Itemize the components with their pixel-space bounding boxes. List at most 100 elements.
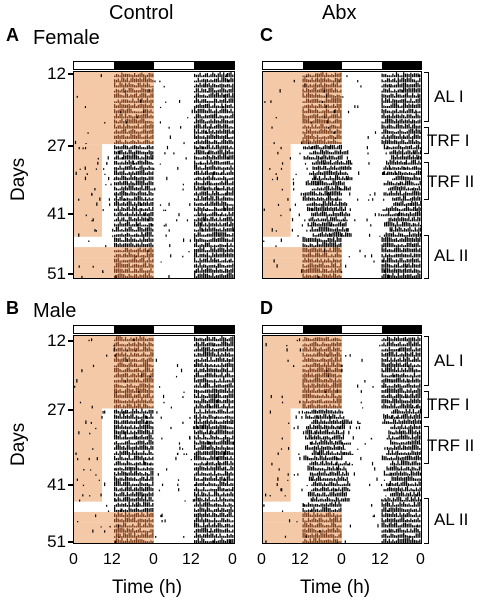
activity-bar xyxy=(208,115,210,119)
activity-bar xyxy=(201,338,203,342)
activity-bar xyxy=(204,400,207,404)
activity-bar xyxy=(410,234,413,237)
activity-bar xyxy=(337,155,339,160)
activity-bar xyxy=(214,84,216,88)
activity-bar xyxy=(216,399,218,404)
activity-bar xyxy=(383,264,385,268)
activity-bar xyxy=(311,258,313,263)
activity-bar xyxy=(405,221,407,227)
activity-bar xyxy=(230,95,232,98)
activity-bar xyxy=(117,121,119,124)
activity-bar xyxy=(405,172,407,175)
activity-bar xyxy=(85,420,87,424)
activity-bar xyxy=(141,364,143,368)
activity-bar xyxy=(203,412,205,414)
activity-bar xyxy=(115,161,118,165)
activity-bar xyxy=(132,111,134,114)
activity-bar xyxy=(396,173,398,175)
activity-bar xyxy=(325,274,328,278)
activity-bar xyxy=(194,430,196,435)
activity-bar xyxy=(318,111,320,114)
activity-bar xyxy=(317,165,320,170)
activity-bar xyxy=(395,264,398,268)
activity-bar xyxy=(219,247,221,253)
activity-bar xyxy=(144,227,147,232)
activity-bar xyxy=(404,236,407,242)
activity-bar xyxy=(406,254,408,258)
activity-bar xyxy=(306,83,308,88)
activity-bar xyxy=(204,73,207,78)
activity-bar xyxy=(323,234,325,237)
activity-bar xyxy=(395,237,398,242)
activity-bar xyxy=(322,204,324,206)
activity-bar xyxy=(223,223,225,227)
activity-bar xyxy=(117,110,119,114)
activity-bar xyxy=(333,165,336,170)
activity-bar xyxy=(197,203,199,206)
activity-bar xyxy=(306,135,308,139)
activity-bar xyxy=(121,104,123,109)
activity-bar xyxy=(203,434,205,440)
activity-bar xyxy=(332,167,334,170)
activity-bar xyxy=(206,228,208,232)
activity-bar xyxy=(321,231,323,237)
activity-bar xyxy=(113,344,115,347)
activity-bar xyxy=(291,228,294,232)
activity-bar xyxy=(201,386,203,388)
activity-bar xyxy=(311,99,313,103)
activity-bar xyxy=(141,216,143,222)
activity-bar xyxy=(114,109,116,114)
activity-bar xyxy=(141,380,143,383)
activity-bar xyxy=(399,141,401,145)
activity-bar xyxy=(214,193,216,196)
activity-bar xyxy=(148,226,150,232)
activity-bar xyxy=(217,73,219,78)
activity-bar xyxy=(123,243,125,248)
activity-bar xyxy=(144,197,147,201)
activity-bar xyxy=(219,263,221,268)
activity-bar xyxy=(307,222,309,227)
activity-bar xyxy=(315,188,317,191)
activity-bar xyxy=(223,196,225,201)
activity-bar xyxy=(320,111,322,114)
activity-bar xyxy=(419,129,421,134)
activity-bar xyxy=(311,197,313,201)
activity-bar xyxy=(138,391,140,393)
activity-bar xyxy=(152,358,154,362)
activity-bar xyxy=(146,185,148,191)
activity-bar xyxy=(331,83,333,88)
activity-bar xyxy=(327,99,329,103)
activity-bar xyxy=(398,224,400,227)
activity-bar xyxy=(417,125,419,129)
activity-bar xyxy=(320,187,323,191)
activity-bar xyxy=(215,108,218,114)
activity-bar xyxy=(228,373,230,378)
activity-bar xyxy=(333,124,335,129)
activity-bar xyxy=(118,150,121,155)
activity-bar xyxy=(271,228,273,232)
activity-bar xyxy=(316,151,318,155)
activity-bar xyxy=(126,108,128,114)
activity-bar xyxy=(194,80,196,83)
activity-bar xyxy=(126,437,128,440)
activity-bar xyxy=(114,258,116,263)
activity-bar xyxy=(214,343,216,347)
activity-bar xyxy=(401,265,403,268)
activity-bar xyxy=(130,389,132,393)
activity-bar xyxy=(115,218,118,222)
activity-bar xyxy=(144,445,147,450)
activity-bar xyxy=(324,218,326,222)
activity-bar xyxy=(152,151,154,155)
activity-bar xyxy=(139,208,141,212)
activity-bar xyxy=(338,268,340,273)
activity-bar xyxy=(322,146,325,150)
activity-bar xyxy=(410,237,412,242)
activity-bar xyxy=(212,441,214,445)
activity-bar xyxy=(311,134,313,139)
activity-bar xyxy=(327,195,330,201)
activity-bar xyxy=(206,139,208,145)
activity-bar xyxy=(309,274,311,278)
activity-bar xyxy=(210,429,212,435)
activity-bar xyxy=(159,80,161,83)
activity-bar xyxy=(232,136,234,139)
